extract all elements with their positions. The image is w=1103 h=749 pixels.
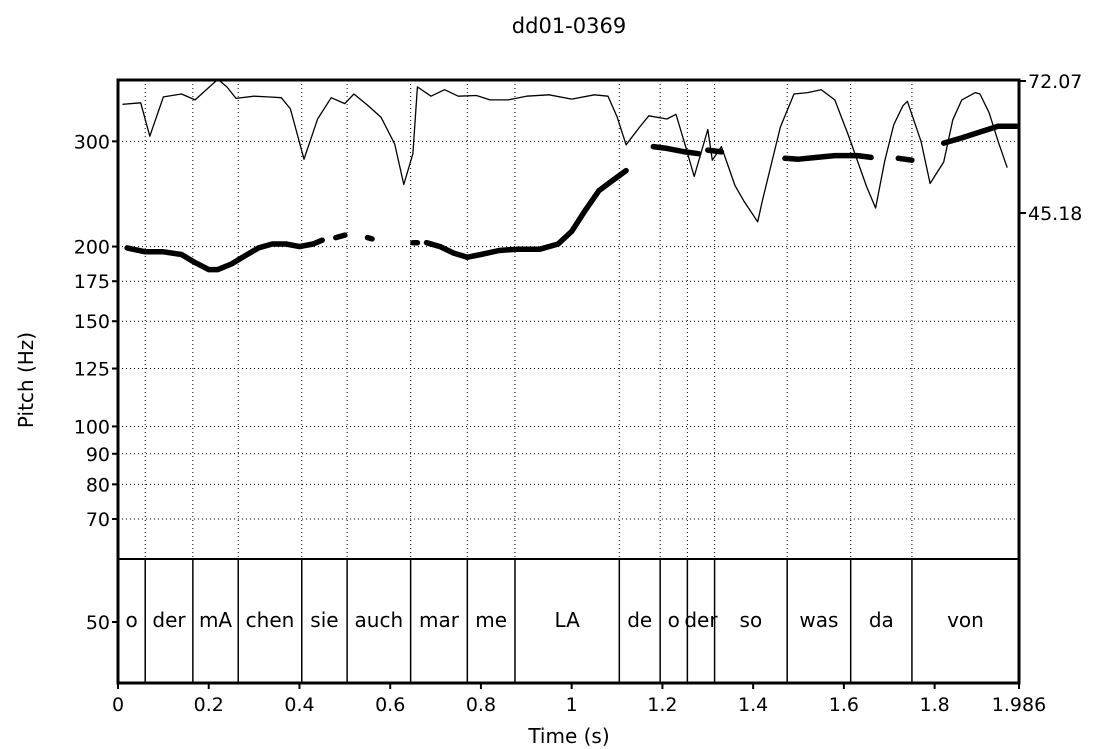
y-tick-label: 90 (86, 444, 110, 466)
intensity-line (122, 78, 1008, 223)
y-axis-label: Pitch (Hz) (14, 332, 38, 428)
word-label: chen (246, 608, 295, 632)
plot-frame (116, 78, 1021, 685)
x-tick-label: 0.6 (375, 694, 405, 716)
x-tick-label: 1.986 (992, 694, 1046, 716)
y-tick-label: 70 (86, 509, 110, 531)
x-tick-label: 0.2 (194, 694, 224, 716)
word-label: mar (419, 608, 460, 632)
y-tick-label: 300 (74, 131, 110, 153)
x-tick-label: 1.4 (738, 694, 768, 716)
y-tick-label: 125 (74, 359, 110, 381)
word-label: LA (554, 608, 580, 632)
word-label: so (740, 608, 763, 632)
word-label: o (125, 608, 137, 632)
word-label: da (869, 608, 894, 632)
plot-border (116, 78, 1021, 685)
pitch-contour-segment (423, 167, 629, 260)
pitch-contour-segment (895, 155, 915, 163)
x-tick-label: 0.8 (466, 694, 496, 716)
x-tick-label: 1 (566, 694, 578, 716)
word-label: der (684, 608, 718, 632)
right-axis-label: 45.18 (1028, 203, 1082, 225)
pitch-contour-segment (650, 143, 702, 157)
y-tick-label: 50 (86, 612, 110, 634)
x-tick-label: 1.8 (920, 694, 950, 716)
x-axis-label: Time (s) (527, 724, 609, 748)
x-tick-label: 1.2 (647, 694, 677, 716)
pitch-contour-segment (333, 232, 348, 241)
x-tick-label: 0 (112, 694, 124, 716)
word-label: o (668, 608, 680, 632)
tick-labels: 50 70 80 90 100 125 150 175 200 300 72.07 45.18 0 0.2… (74, 71, 1083, 716)
word-label: de (627, 608, 652, 632)
word-label: auch (355, 608, 404, 632)
word-label: mA (199, 608, 232, 632)
y-tick-label: 100 (74, 416, 110, 438)
word-label: me (475, 608, 507, 632)
pitch-contour-segment (364, 234, 375, 242)
word-label: von (947, 608, 984, 632)
pitch-contour-segment (705, 147, 725, 155)
word-tier: o der mA chen sie auch mar me LA de o der so was da von (125, 559, 984, 683)
pitch-contour-segment (940, 123, 1020, 146)
y-tick-label: 150 (74, 311, 110, 333)
x-tick-label: 1.6 (829, 694, 859, 716)
word-label: der (152, 608, 186, 632)
x-tick-label: 0.4 (284, 694, 314, 716)
word-label: sie (310, 608, 338, 632)
word-label: was (799, 608, 838, 632)
right-axis-label: 72.07 (1028, 71, 1082, 93)
pitch-contour-segment (782, 152, 874, 162)
chart-title: dd01-0369 (512, 14, 626, 38)
grid-lines (118, 80, 1019, 559)
series-layer (122, 78, 1020, 273)
pitch-contour-segment (124, 237, 325, 273)
y-tick-label: 80 (86, 474, 110, 496)
y-tick-label: 175 (74, 271, 110, 293)
y-tick-label: 200 (74, 237, 110, 259)
